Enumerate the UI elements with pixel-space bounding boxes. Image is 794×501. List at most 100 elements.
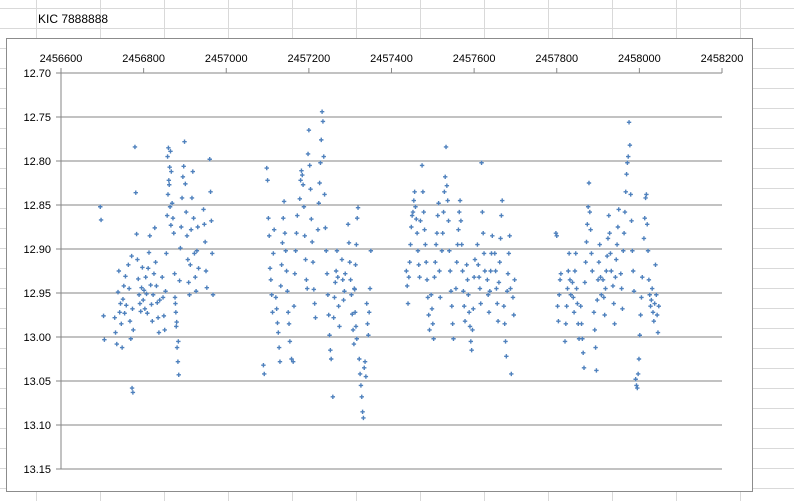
- data-point: [290, 359, 296, 364]
- data-point: [140, 265, 145, 270]
- data-point: [210, 251, 215, 256]
- data-point: [439, 248, 445, 253]
- data-point: [507, 233, 512, 238]
- data-point: [598, 274, 603, 280]
- data-point: [274, 306, 279, 312]
- data-point: [120, 296, 126, 302]
- data-point: [472, 257, 478, 262]
- data-point: [435, 213, 440, 218]
- data-point: [494, 286, 499, 291]
- data-point: [458, 218, 464, 224]
- data-point: [608, 251, 613, 256]
- data-point: [499, 213, 504, 218]
- data-point: [614, 242, 620, 247]
- data-point: [495, 318, 501, 324]
- data-point: [428, 292, 434, 297]
- data-point: [410, 209, 416, 215]
- data-point: [122, 311, 127, 316]
- y-tick-label: 13.10: [23, 420, 51, 432]
- data-point: [450, 321, 455, 326]
- data-point: [415, 248, 421, 253]
- data-point: [556, 318, 561, 324]
- data-point: [327, 333, 332, 338]
- data-point: [129, 385, 135, 391]
- y-tick-label: 12.95: [23, 288, 51, 300]
- data-point: [498, 236, 503, 241]
- data-point: [185, 257, 191, 262]
- axes: 12.70 12.75 12.80 12.85 12.90 12.95 13.00 13.05…: [23, 53, 743, 476]
- data-point: [173, 310, 179, 315]
- data-point: [642, 216, 647, 221]
- data-point: [174, 345, 180, 350]
- data-point: [98, 204, 103, 209]
- data-point: [271, 227, 277, 232]
- data-point: [554, 233, 559, 238]
- data-point: [183, 181, 188, 187]
- data-point: [408, 242, 413, 247]
- data-point: [360, 409, 365, 414]
- data-point: [331, 315, 336, 320]
- data-point: [333, 268, 339, 274]
- data-point: [320, 119, 326, 124]
- data-point: [364, 301, 369, 306]
- data-point: [461, 289, 466, 294]
- data-point: [578, 304, 583, 309]
- data-point: [404, 283, 410, 289]
- data-point: [354, 336, 359, 341]
- data-point: [191, 216, 196, 221]
- data-point: [597, 242, 602, 247]
- data-point: [153, 260, 158, 265]
- data-point: [595, 277, 601, 282]
- data-point: [457, 198, 463, 203]
- data-point: [476, 262, 481, 268]
- data-point: [443, 174, 448, 180]
- data-point: [181, 164, 186, 169]
- data-point: [300, 182, 306, 187]
- data-point: [570, 280, 575, 285]
- data-point: [130, 390, 136, 395]
- data-point: [506, 251, 512, 256]
- data-point: [414, 230, 420, 236]
- data-point: [592, 327, 597, 333]
- data-point: [352, 310, 358, 315]
- data-point: [595, 297, 600, 303]
- data-point: [405, 301, 411, 306]
- data-point: [169, 169, 174, 174]
- data-point: [119, 345, 125, 350]
- data-point: [352, 286, 357, 291]
- data-point: [293, 248, 298, 253]
- data-point: [167, 204, 173, 209]
- data-point: [367, 286, 373, 291]
- data-point: [502, 321, 507, 326]
- data-point: [365, 321, 370, 326]
- data-point: [587, 209, 592, 215]
- data-point: [585, 222, 590, 227]
- data-point: [448, 289, 454, 294]
- data-point: [171, 230, 176, 236]
- data-point: [566, 251, 572, 256]
- data-point: [586, 180, 592, 186]
- data-point: [432, 274, 437, 280]
- data-point: [362, 359, 368, 364]
- data-point: [457, 209, 462, 215]
- data-points: [98, 109, 661, 421]
- data-point: [117, 310, 122, 315]
- data-point: [651, 318, 657, 324]
- data-point: [510, 295, 516, 300]
- data-point: [481, 230, 486, 236]
- data-point: [193, 274, 198, 280]
- data-point: [633, 377, 638, 382]
- data-point: [503, 339, 508, 344]
- data-point: [146, 250, 152, 255]
- data-point: [613, 274, 618, 280]
- chart-area[interactable]: 12.70 12.75 12.80 12.85 12.90 12.95 13.00 13.05…: [6, 38, 753, 492]
- data-point: [101, 313, 106, 319]
- data-point: [585, 204, 591, 209]
- data-point: [610, 283, 616, 289]
- data-point: [202, 222, 207, 227]
- data-point: [572, 268, 578, 274]
- data-point: [184, 233, 190, 238]
- data-point: [328, 348, 333, 353]
- data-point: [324, 248, 329, 253]
- data-point: [496, 280, 502, 285]
